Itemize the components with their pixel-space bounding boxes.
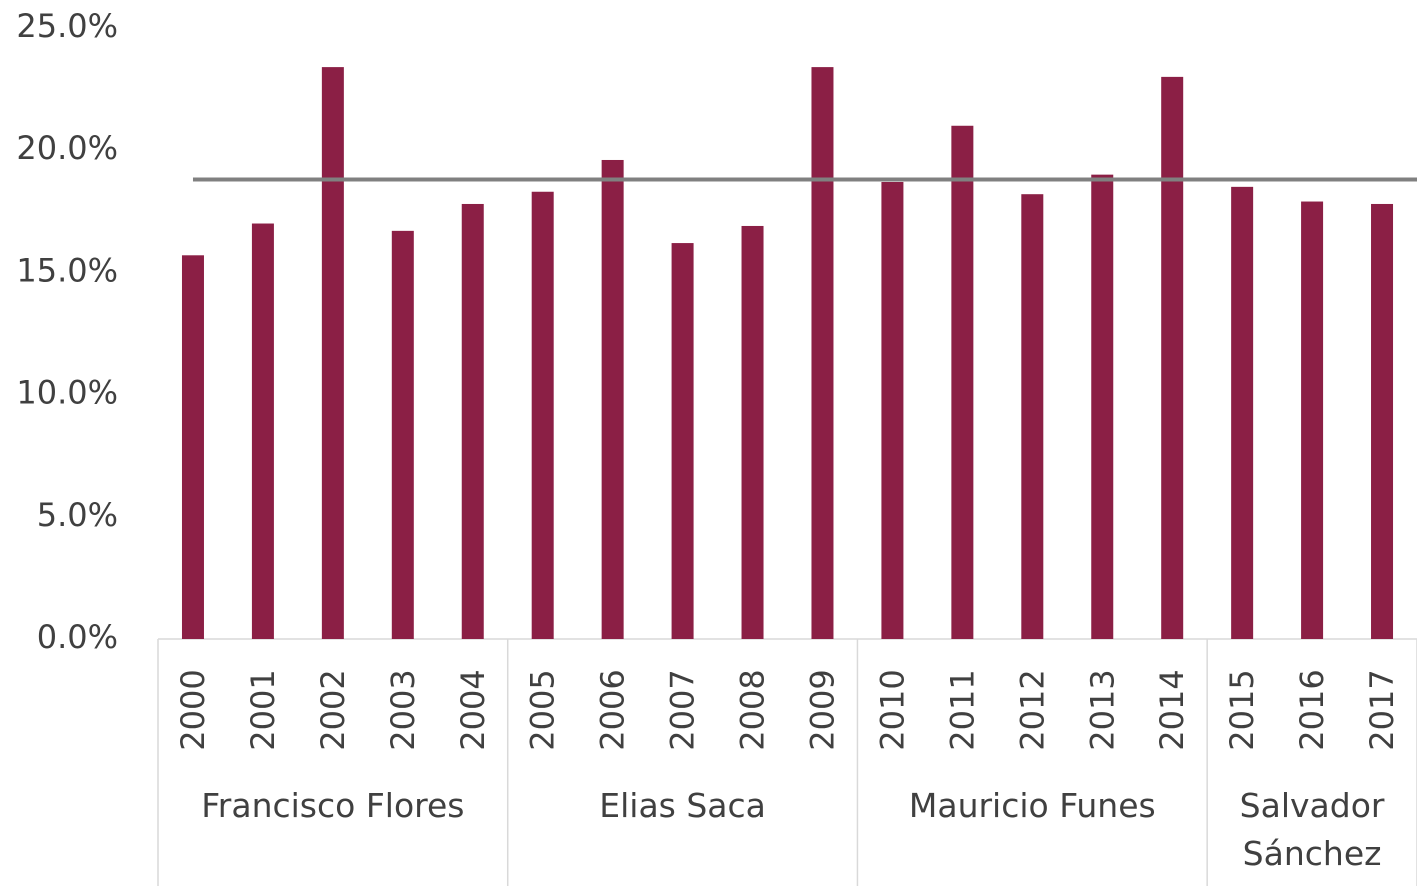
bar bbox=[1091, 174, 1114, 639]
bar bbox=[1231, 186, 1254, 640]
bar bbox=[951, 125, 974, 639]
bar bbox=[1301, 201, 1324, 640]
x-tick-label: 2006 bbox=[594, 669, 632, 750]
y-tick-label: 5.0% bbox=[37, 496, 118, 534]
y-tick-label: 0.0% bbox=[37, 618, 118, 656]
y-tick-label: 25.0% bbox=[16, 7, 118, 45]
bar bbox=[1371, 203, 1394, 639]
group-label: Francisco Flores bbox=[201, 786, 465, 825]
y-tick-label: 10.0% bbox=[16, 374, 118, 412]
x-tick-label: 2004 bbox=[454, 669, 492, 750]
x-tick-label: 2003 bbox=[384, 669, 422, 750]
bar bbox=[531, 191, 554, 640]
bar bbox=[811, 67, 834, 639]
group-label: Salvador Sánchez bbox=[1239, 786, 1385, 873]
bar bbox=[251, 223, 274, 639]
bar bbox=[601, 159, 624, 639]
x-tick-label: 2014 bbox=[1153, 669, 1191, 750]
bar bbox=[461, 203, 484, 639]
x-tick-label: 2015 bbox=[1223, 669, 1261, 750]
x-tick-label: 2000 bbox=[174, 669, 212, 750]
bar bbox=[181, 255, 204, 640]
bar bbox=[321, 67, 344, 639]
x-tick-label: 2010 bbox=[873, 669, 911, 750]
x-tick-label: 2017 bbox=[1363, 669, 1401, 750]
bar bbox=[881, 181, 904, 640]
x-tick-label: 2009 bbox=[803, 669, 841, 750]
x-tick-label: 2005 bbox=[524, 669, 562, 750]
x-tick-label: 2008 bbox=[734, 669, 772, 750]
x-tick-label: 2011 bbox=[943, 669, 981, 750]
bar bbox=[1161, 76, 1184, 639]
x-tick-label: 2001 bbox=[244, 669, 282, 750]
x-tick-label: 2012 bbox=[1013, 669, 1051, 750]
bar bbox=[741, 225, 764, 640]
x-tick-label: 2013 bbox=[1083, 669, 1121, 750]
y-tick-label: 15.0% bbox=[16, 251, 118, 289]
bar bbox=[1021, 194, 1044, 639]
y-tick-label: 20.0% bbox=[16, 129, 118, 167]
bar bbox=[391, 230, 414, 640]
group-label: Elias Saca bbox=[599, 786, 766, 825]
x-tick-label: 2016 bbox=[1293, 669, 1331, 750]
x-tick-label: 2002 bbox=[314, 669, 352, 750]
group-label: Mauricio Funes bbox=[908, 786, 1156, 825]
x-tick-label: 2007 bbox=[664, 669, 702, 750]
bar bbox=[671, 243, 694, 639]
